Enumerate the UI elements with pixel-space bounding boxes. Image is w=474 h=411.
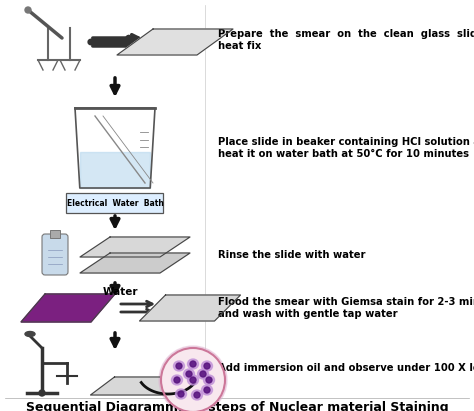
Polygon shape xyxy=(21,294,115,322)
Ellipse shape xyxy=(25,332,35,337)
Ellipse shape xyxy=(183,369,194,379)
Text: Rinse the slide with water: Rinse the slide with water xyxy=(218,250,365,260)
Ellipse shape xyxy=(178,391,184,397)
Text: Flood the smear with Giemsa stain for 2-3 minutes
and wash with gentle tap water: Flood the smear with Giemsa stain for 2-… xyxy=(218,297,474,319)
Text: Add immersion oil and observe under 100 X lenses: Add immersion oil and observe under 100 … xyxy=(218,363,474,373)
Ellipse shape xyxy=(203,375,215,385)
FancyBboxPatch shape xyxy=(66,193,164,213)
Ellipse shape xyxy=(198,369,209,379)
Ellipse shape xyxy=(173,361,184,371)
Polygon shape xyxy=(139,295,240,321)
Ellipse shape xyxy=(201,385,212,395)
Ellipse shape xyxy=(206,377,212,383)
Ellipse shape xyxy=(174,377,180,383)
Circle shape xyxy=(159,346,227,411)
Ellipse shape xyxy=(201,361,212,371)
Ellipse shape xyxy=(204,387,210,393)
Text: Sequential Diagrammatic steps of Nuclear material Staining: Sequential Diagrammatic steps of Nuclear… xyxy=(26,400,448,411)
Ellipse shape xyxy=(186,371,192,377)
Ellipse shape xyxy=(191,390,202,400)
FancyBboxPatch shape xyxy=(42,234,68,275)
Ellipse shape xyxy=(190,361,196,367)
Polygon shape xyxy=(80,253,190,273)
Polygon shape xyxy=(80,152,150,188)
Bar xyxy=(50,230,60,238)
Polygon shape xyxy=(80,237,190,257)
Polygon shape xyxy=(91,377,190,395)
Ellipse shape xyxy=(175,389,186,399)
Ellipse shape xyxy=(190,377,196,383)
Circle shape xyxy=(161,348,225,411)
Ellipse shape xyxy=(194,392,200,398)
Text: Electrical  Water  Bath: Electrical Water Bath xyxy=(66,199,164,208)
Text: Prepare  the  smear  on  the  clean  glass  slide  and
heat fix: Prepare the smear on the clean glass sli… xyxy=(218,29,474,51)
Text: Water: Water xyxy=(102,287,138,297)
Circle shape xyxy=(39,390,45,396)
Ellipse shape xyxy=(188,359,199,369)
Text: Place slide in beaker containing HCl solution and
heat it on water bath at 50°C : Place slide in beaker containing HCl sol… xyxy=(218,137,474,159)
Ellipse shape xyxy=(176,363,182,369)
Polygon shape xyxy=(117,29,233,55)
Ellipse shape xyxy=(200,371,206,377)
Ellipse shape xyxy=(204,363,210,369)
Ellipse shape xyxy=(188,375,199,385)
Ellipse shape xyxy=(172,375,182,385)
Circle shape xyxy=(25,7,31,13)
